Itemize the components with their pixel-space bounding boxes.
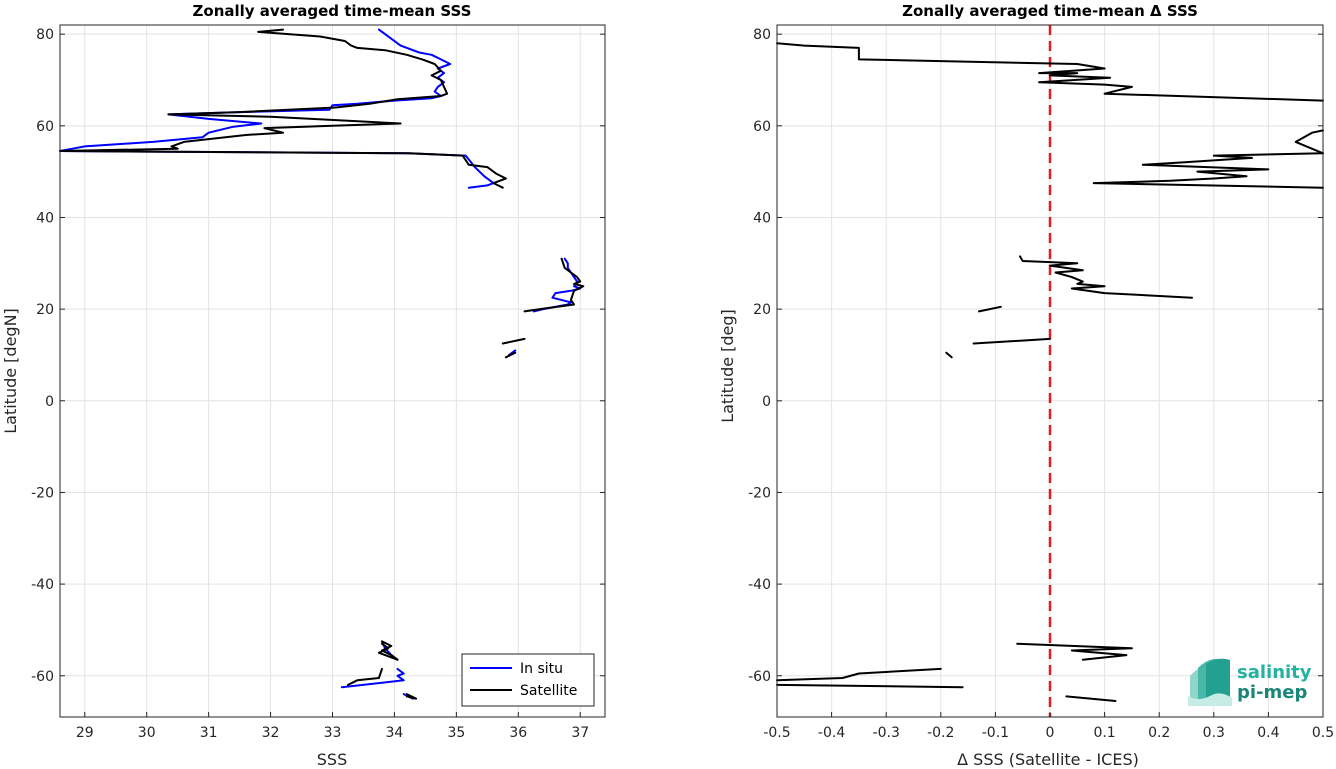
logo-line1: salinity [1237,662,1312,683]
left-y-tick-label: 40 [36,210,54,226]
legend-box [461,653,595,707]
left-satellite-line-segment [377,640,399,661]
left-x-ticks: 29 30 31 32 33 34 35 36 37 [76,712,589,741]
left-x-tick-label: 37 [571,725,589,741]
right-y-tick-label: 80 [753,27,771,43]
left-satellite-line-segment [501,337,526,345]
right-x-tick-label: -0.4 [818,725,845,741]
right-series-line-segment [776,683,964,689]
legend-insitu-label: In situ [520,661,563,677]
left-x-tick-label: 34 [386,725,404,741]
right-x-ticks: -0.5 -0.4 -0.3 -0.2 -0.1 0 0.1 0.2 0.3 0.4 0.5 [763,712,1334,741]
right-y-ticks: 80 60 40 20 0 -20 -40 -60 [748,27,1323,685]
legend-satellite-label: Satellite [520,683,577,699]
left-x-tick-label: 36 [509,725,527,741]
right-y-tick-label: 20 [753,302,771,318]
right-x-tick-label: 0.4 [1257,725,1279,741]
logo-wave-icon [1188,658,1232,706]
left-panel-sss: 29 30 31 32 33 34 35 36 37 80 60 40 20 0 -20 -40 -60 Zo… [1,2,606,769]
left-satellite-line-segment [347,667,383,686]
left-satellite-line-segment [504,351,517,359]
legend: In situ Satellite [461,653,595,707]
right-x-tick-label: 0.3 [1203,725,1225,741]
right-series-line-segment [1092,152,1324,189]
logo-line2: pi-mep [1237,682,1307,703]
left-satellite-line-segment [523,257,585,313]
right-y-axis-label: Latitude [deg] [718,309,737,423]
right-y-tick-label: 40 [753,210,771,226]
right-series-line-segment [1019,255,1193,299]
left-y-tick-label: 80 [36,27,54,43]
left-y-tick-label: 20 [36,302,54,318]
left-y-tick-label: -20 [31,485,54,501]
left-x-tick-label: 29 [76,725,94,741]
left-x-tick-label: 33 [324,725,342,741]
right-x-tick-label: 0.2 [1148,725,1170,741]
left-x-tick-label: 35 [447,725,465,741]
right-y-tick-label: -20 [748,485,771,501]
left-y-tick-label: 60 [36,119,54,135]
right-series-line-segment [1294,129,1324,155]
left-y-tick-label: 0 [45,394,54,410]
left-x-axis-label: SSS [317,750,347,769]
right-series-line-segment [978,305,1002,313]
left-satellite-line-segment [405,693,418,700]
right-x-tick-label: -0.5 [763,725,790,741]
left-series-group [59,28,585,700]
right-series-line-segment [1065,695,1117,702]
left-y-tick-label: -40 [31,577,54,593]
salinity-pi-mep-logo: salinity pi-mep [1188,658,1312,706]
right-x-tick-label: 0.5 [1312,725,1334,741]
left-x-tick-label: 30 [138,725,156,741]
right-series-line-segment [1016,642,1133,661]
right-x-tick-label: 0 [1046,725,1055,741]
right-series-line-segment [972,337,1051,345]
right-panel-delta-sss: -0.5 -0.4 -0.3 -0.2 -0.1 0 0.1 0.2 0.3 0.4 0.5 80 6… [718,2,1334,769]
left-in-situ-line-segment [59,28,495,189]
left-y-axis-label: Latitude [degN] [1,308,20,434]
right-chart-title: Zonally averaged time-mean Δ SSS [902,2,1198,20]
left-satellite-line-segment [59,28,507,189]
right-x-tick-label: 0.1 [1093,725,1115,741]
left-chart-title: Zonally averaged time-mean SSS [193,2,472,20]
right-series-group [776,42,1324,702]
right-y-tick-label: 60 [753,119,771,135]
right-series-line-segment [776,667,942,682]
left-y-ticks: 80 60 40 20 0 -20 -40 -60 [31,27,605,685]
right-x-axis-label: Δ SSS (Satellite - ICES) [957,750,1139,769]
right-x-tick-label: -0.1 [982,725,1009,741]
left-y-tick-label: -60 [31,669,54,685]
right-x-tick-label: -0.2 [927,725,954,741]
left-x-tick-label: 31 [200,725,218,741]
right-x-tick-label: -0.3 [873,725,900,741]
right-series-line-segment [945,351,953,359]
left-x-tick-label: 32 [262,725,280,741]
right-y-tick-label: -60 [748,669,771,685]
left-in-situ-line-segment [340,667,405,689]
right-y-tick-label: 0 [762,394,771,410]
left-grid [60,25,605,717]
right-series-line-segment [776,42,1324,102]
right-y-tick-label: -40 [748,577,771,593]
